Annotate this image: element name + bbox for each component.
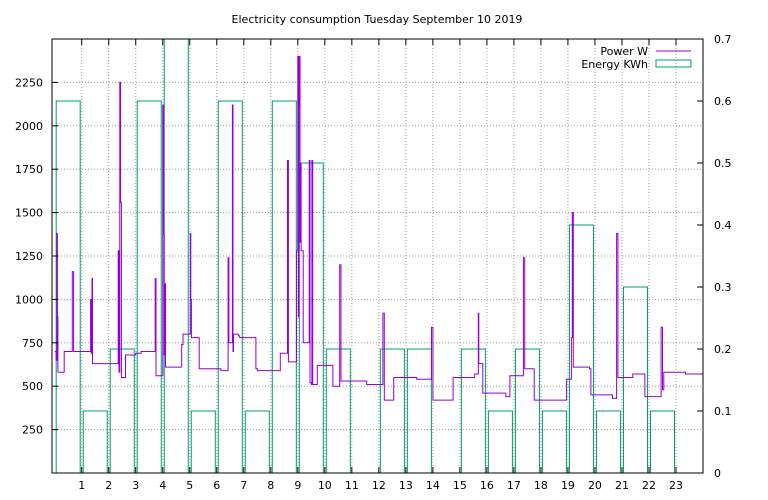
- y-tick-label: 2250: [15, 76, 43, 89]
- x-tick-label: 11: [345, 479, 359, 492]
- x-tick-label: 6: [213, 479, 220, 492]
- x-tick-label: 5: [186, 479, 193, 492]
- x-tick-label: 14: [426, 479, 440, 492]
- energy-bar: [217, 100, 243, 474]
- y2-tick-label: 0: [714, 467, 721, 480]
- energy-bar: [595, 410, 621, 474]
- legend-swatch-energy: [655, 59, 692, 68]
- y2-tick-label: 0.4: [714, 219, 732, 232]
- y-tick-label: 250: [22, 424, 43, 437]
- x-tick-label: 3: [132, 479, 139, 492]
- energy-bar: [622, 286, 648, 474]
- y-axis-right: 0 0.1 0.2 0.3 0.4 0.5 0.6 0.7: [697, 33, 732, 480]
- plot-border: [51, 38, 704, 474]
- legend-label-energy: Energy KWh: [581, 58, 648, 71]
- energy-bar: [541, 410, 567, 474]
- chart-title: Electricity consumption Tuesday Septembe…: [232, 13, 523, 26]
- y-axis-left: 250 500 750 1000 1250 1500 1750 2000 2250: [15, 76, 58, 437]
- y-tick-label: 500: [22, 380, 43, 393]
- x-tick-label: 13: [399, 479, 413, 492]
- x-tick-label: 17: [507, 479, 521, 492]
- grid: [52, 39, 703, 473]
- x-tick-label: 22: [642, 479, 656, 492]
- x-tick-label: 8: [267, 479, 274, 492]
- energy-bar: [190, 410, 216, 474]
- x-tick-label: 19: [561, 479, 575, 492]
- energy-bar: [136, 100, 162, 474]
- y-tick-label: 2000: [15, 120, 43, 133]
- y2-tick-label: 0.2: [714, 343, 732, 356]
- legend-label-power: Power W: [600, 45, 648, 58]
- y2-tick-label: 0.5: [714, 157, 732, 170]
- energy-bar: [460, 348, 486, 474]
- x-tick-label: 10: [318, 479, 332, 492]
- energy-bar: [514, 348, 540, 474]
- x-axis: 1 2 3 4 5 6 7 8 9 10 11 12 13 14 15 16 17 18 19 20 21 22 23: [78, 39, 683, 492]
- x-tick-label: 1: [78, 479, 85, 492]
- y-tick-label: 750: [22, 337, 43, 350]
- energy-bar: [55, 100, 81, 474]
- x-tick-label: 7: [240, 479, 247, 492]
- power-series: [54, 55, 703, 401]
- energy-bar: [82, 410, 108, 474]
- x-tick-label: 12: [372, 479, 386, 492]
- x-tick-label: 9: [294, 479, 301, 492]
- y-tick-label: 1750: [15, 163, 43, 176]
- x-tick-label: 16: [480, 479, 494, 492]
- y-tick-label: 1500: [15, 207, 43, 220]
- energy-bar: [325, 348, 351, 474]
- x-tick-label: 23: [669, 479, 683, 492]
- power-line: [54, 55, 703, 401]
- energy-bar: [244, 410, 270, 474]
- y2-tick-label: 0.6: [714, 95, 732, 108]
- energy-bar: [649, 410, 675, 474]
- y-tick-label: 1000: [15, 293, 43, 306]
- x-tick-label: 15: [453, 479, 467, 492]
- x-tick-label: 20: [588, 479, 602, 492]
- y2-tick-label: 0.3: [714, 281, 732, 294]
- energy-bar: [271, 100, 297, 474]
- x-tick-label: 2: [105, 479, 112, 492]
- x-tick-label: 4: [159, 479, 166, 492]
- y2-tick-label: 0.7: [714, 33, 732, 46]
- x-tick-label: 18: [534, 479, 548, 492]
- energy-bar: [406, 348, 432, 474]
- x-tick-label: 21: [615, 479, 629, 492]
- energy-bar: [487, 410, 513, 474]
- y-tick-label: 1250: [15, 250, 43, 263]
- y2-tick-label: 0.1: [714, 405, 732, 418]
- energy-bar: [109, 348, 135, 474]
